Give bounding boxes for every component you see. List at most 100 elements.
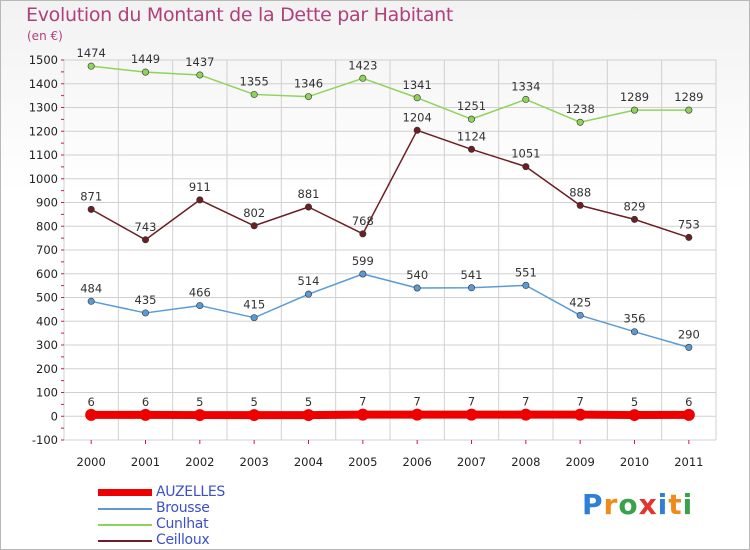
- legend-label: Cunlhat: [156, 516, 209, 532]
- data-label: 514: [298, 274, 320, 288]
- y-tick-label: 1300: [29, 101, 58, 115]
- data-label: 753: [678, 217, 700, 231]
- data-label: 768: [352, 214, 374, 228]
- data-label: 484: [80, 281, 102, 295]
- data-label: 5: [631, 395, 638, 409]
- data-label: 7: [522, 395, 529, 409]
- logo-letter: i: [657, 488, 669, 521]
- data-label: 1449: [131, 52, 160, 66]
- x-tick-label: 2008: [511, 455, 540, 469]
- data-point: [196, 196, 204, 204]
- data-label: 1474: [77, 46, 106, 60]
- x-tick-label: 2011: [674, 455, 703, 469]
- data-label: 541: [461, 268, 483, 282]
- data-label: 1346: [294, 77, 323, 91]
- logo-letter: P: [582, 488, 604, 521]
- data-point: [359, 74, 367, 82]
- data-point: [250, 314, 258, 322]
- data-point: [682, 408, 695, 421]
- data-label: 1204: [403, 110, 432, 124]
- data-point: [467, 145, 475, 153]
- data-label: 1423: [348, 58, 377, 72]
- data-label: 911: [189, 180, 211, 194]
- data-point: [142, 68, 150, 76]
- data-label: 7: [359, 395, 366, 409]
- logo-letter: o: [618, 488, 639, 521]
- x-tick-label: 2003: [240, 455, 269, 469]
- data-label: 1334: [511, 79, 540, 93]
- data-point: [630, 215, 638, 223]
- data-point: [630, 328, 638, 336]
- series-line-cunlhat: [90, 65, 690, 123]
- data-point: [413, 94, 421, 102]
- legend-swatch: [98, 540, 152, 542]
- y-tick-label: -100: [32, 433, 58, 447]
- y-tick-label: 1100: [29, 148, 58, 162]
- data-point: [522, 163, 530, 171]
- data-point: [685, 233, 693, 241]
- data-label: 5: [305, 395, 312, 409]
- data-label: 1355: [240, 74, 269, 88]
- x-tick-label: 2004: [294, 455, 323, 469]
- data-point: [142, 236, 150, 244]
- data-label: 7: [414, 395, 421, 409]
- data-label: 1341: [403, 78, 432, 92]
- data-point: [413, 126, 421, 134]
- data-label: 356: [624, 312, 646, 326]
- data-point: [522, 95, 530, 103]
- data-label: 5: [251, 395, 258, 409]
- legend-label: Brousse: [156, 500, 210, 516]
- data-label: 829: [624, 199, 646, 213]
- data-point: [413, 284, 421, 292]
- data-label: 599: [352, 254, 374, 268]
- logo-letter: t: [668, 488, 683, 521]
- legend-label: Ceilloux: [156, 532, 210, 548]
- data-label: 7: [577, 395, 584, 409]
- legend-label: AUZELLES: [156, 484, 225, 500]
- data-point: [196, 302, 204, 310]
- legend-swatch: [98, 524, 152, 526]
- x-tick-label: 2006: [403, 455, 432, 469]
- data-point: [630, 106, 638, 114]
- data-label: 415: [243, 298, 265, 312]
- data-label: 871: [80, 189, 102, 203]
- data-point: [304, 203, 312, 211]
- data-point: [193, 409, 206, 422]
- x-tick-label: 2002: [185, 455, 214, 469]
- data-label: 743: [135, 220, 157, 234]
- data-label: 1238: [566, 102, 595, 116]
- data-point: [196, 71, 204, 79]
- y-tick-label: 800: [36, 219, 58, 233]
- y-tick-label: 1400: [29, 77, 58, 91]
- y-tick-label: 100: [36, 386, 58, 400]
- data-label: 425: [569, 295, 591, 309]
- data-point: [359, 270, 367, 278]
- data-label: 6: [142, 395, 149, 409]
- data-point: [576, 311, 584, 319]
- logo-letter: i: [682, 488, 694, 521]
- unit-label: (en €): [27, 29, 63, 43]
- y-tick-label: 700: [36, 243, 58, 257]
- data-label: 1251: [457, 99, 486, 113]
- y-tick-label: 200: [36, 362, 58, 376]
- y-tick-label: 1200: [29, 124, 58, 138]
- y-tick-label: 300: [36, 338, 58, 352]
- data-label: 1437: [185, 55, 214, 69]
- series-line-ceilloux: [90, 129, 690, 241]
- x-tick-label: 2007: [457, 455, 486, 469]
- data-point: [250, 222, 258, 230]
- data-label: 435: [135, 293, 157, 307]
- data-point: [87, 205, 95, 213]
- series-line-brousse: [90, 273, 690, 349]
- data-label: 881: [298, 187, 320, 201]
- data-label: 802: [243, 206, 265, 220]
- data-label: 540: [406, 268, 428, 282]
- data-point: [576, 201, 584, 209]
- data-point: [87, 297, 95, 305]
- data-label: 1124: [457, 129, 486, 143]
- y-tick-label: 1000: [29, 172, 58, 186]
- data-label: 6: [88, 395, 95, 409]
- data-label: 1289: [674, 90, 703, 104]
